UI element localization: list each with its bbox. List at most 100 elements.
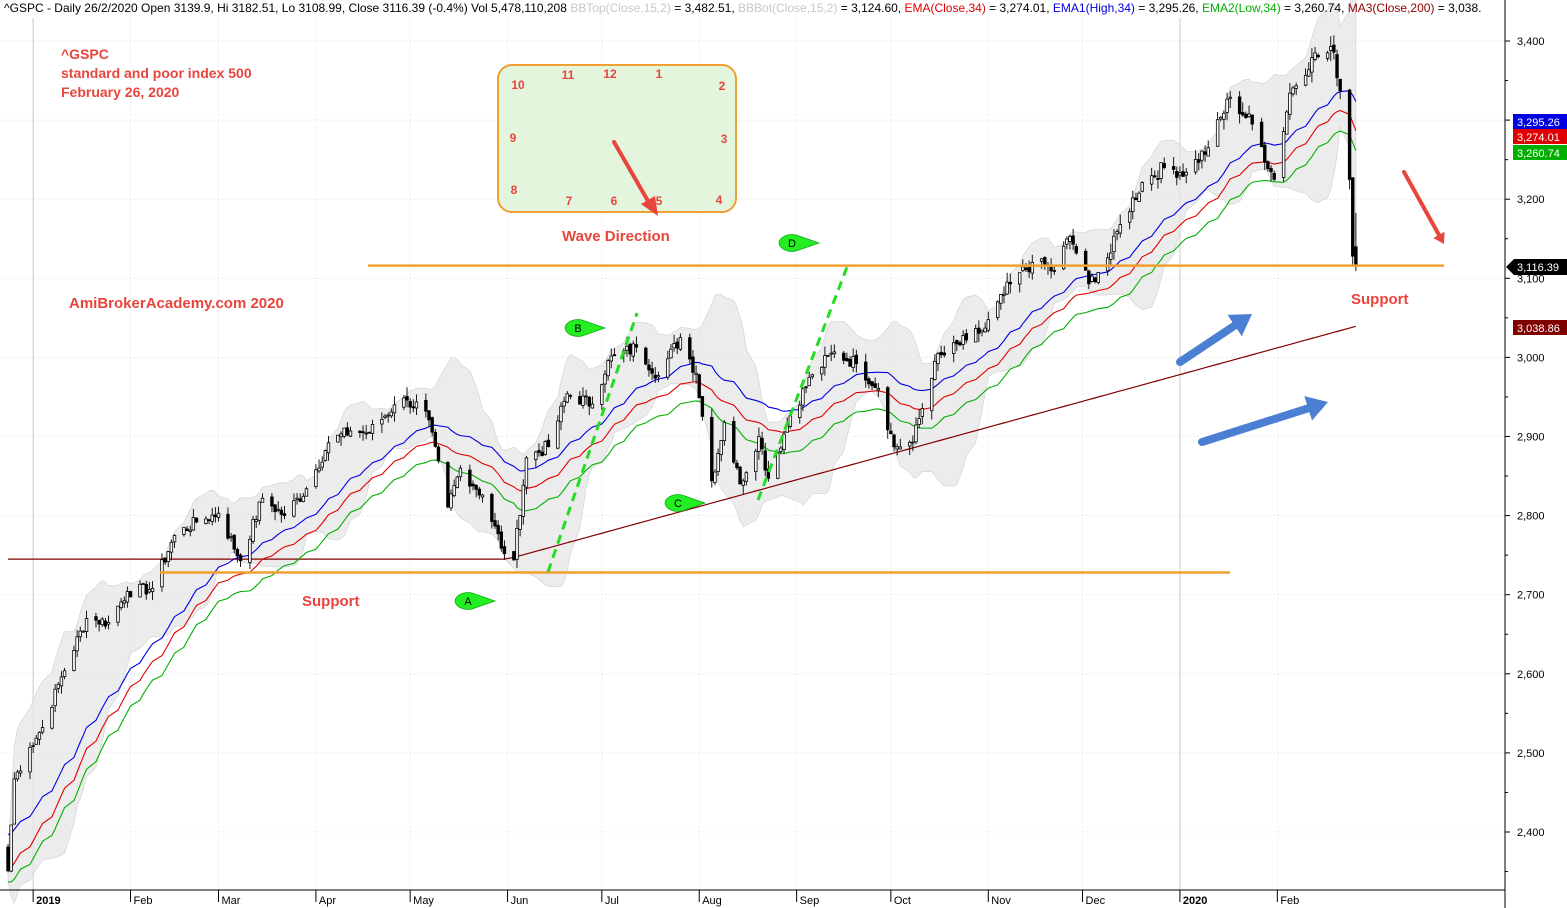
candle-body <box>1338 78 1342 92</box>
candle-body <box>700 396 705 417</box>
candle-body <box>84 618 89 633</box>
candle-body <box>6 846 10 872</box>
header-segment: = 3,124.60, <box>837 1 904 15</box>
candle-body <box>581 395 585 406</box>
candle-body <box>188 529 192 533</box>
candle-body <box>1109 252 1113 260</box>
candle-body <box>1005 281 1009 295</box>
candle-body <box>270 496 274 507</box>
candle-body <box>939 351 943 356</box>
candle-body <box>942 352 946 356</box>
candle-body <box>952 342 956 354</box>
y-tick-label: 3,100 <box>1517 273 1545 285</box>
candle-body <box>169 541 174 553</box>
candle-body <box>1288 92 1292 115</box>
candle-body <box>914 424 918 443</box>
candle-body <box>260 497 265 503</box>
candle-body <box>75 636 79 652</box>
candle-body <box>936 353 940 365</box>
candle-body <box>719 440 723 455</box>
wave-marker-a: A <box>454 592 497 610</box>
header-segment: EMA(Close,34) <box>904 1 985 15</box>
candle-body <box>521 484 525 517</box>
candle-body <box>342 427 346 437</box>
candle-body <box>141 583 145 585</box>
last-value-label: 3,038.86 <box>1513 320 1567 335</box>
candle-body <box>452 485 456 497</box>
candle-body <box>320 461 324 468</box>
candle-body <box>983 327 987 333</box>
header-legend: ^GSPC - Daily 26/2/2020 Open 3139.9, Hi … <box>4 1 1482 15</box>
candle-body <box>163 557 167 563</box>
candle-body <box>128 591 133 598</box>
candle-body <box>1140 182 1144 192</box>
candle-body <box>710 416 714 482</box>
header-segment: = 3,295.26, <box>1135 1 1202 15</box>
candle-body <box>1159 162 1163 179</box>
candle-body <box>807 376 811 387</box>
candle-body <box>408 401 412 408</box>
candle-body <box>207 519 211 522</box>
candle-body <box>414 401 419 409</box>
clock-number: 6 <box>611 194 618 208</box>
x-tick-label: Mar <box>222 895 241 907</box>
candle-body <box>1039 258 1044 262</box>
candlesticks <box>6 35 1358 873</box>
wave-trend-line <box>756 266 849 501</box>
candle-body <box>625 345 629 351</box>
candle-body <box>204 518 208 524</box>
candle-body <box>1137 192 1141 202</box>
candle-body <box>820 366 824 375</box>
candle-body <box>980 329 984 333</box>
x-tick-label: Dec <box>1086 895 1106 907</box>
candle-body <box>1228 96 1232 99</box>
candle-body <box>251 518 255 542</box>
candle-body <box>738 466 742 485</box>
candle-body <box>216 512 221 518</box>
candle-body <box>515 527 519 560</box>
candle-body <box>449 493 453 509</box>
clock-number: 1 <box>656 67 663 81</box>
candle-body <box>298 498 302 502</box>
wave-trend-line <box>546 312 639 573</box>
candle-body <box>1197 159 1201 163</box>
candle-body <box>911 441 915 444</box>
candle-body <box>546 439 551 448</box>
candle-body <box>908 441 912 447</box>
candle-body <box>304 488 309 497</box>
candle-body <box>556 420 560 449</box>
candle-body <box>226 513 230 539</box>
candle-body <box>1021 266 1025 272</box>
header-segment: MA3(Close,200) <box>1348 1 1435 15</box>
candle-body <box>248 539 252 563</box>
candle-body <box>116 605 120 623</box>
candle-body <box>1281 131 1286 178</box>
y-tick-label: 3,000 <box>1517 352 1545 364</box>
candle-body <box>257 501 262 521</box>
candle-body <box>361 431 365 434</box>
candle-body <box>1206 147 1210 157</box>
candle-body <box>106 621 111 625</box>
candle-body <box>889 430 893 435</box>
header-segment: ^GSPC - Daily 26/2/2020 Open 3139.9, Hi … <box>4 1 570 15</box>
y-tick-label: 3,400 <box>1517 36 1545 48</box>
candle-body <box>496 524 500 535</box>
candle-body <box>430 417 434 433</box>
candle-body <box>1030 262 1034 274</box>
candle-body <box>1215 119 1220 147</box>
candle-body <box>1241 112 1245 116</box>
clock-number: 7 <box>566 194 573 208</box>
candle-body <box>656 375 661 378</box>
clock-number: 9 <box>510 131 517 145</box>
wave-marker-shape <box>778 234 821 252</box>
candle-body <box>477 488 481 496</box>
candle-body <box>50 707 54 729</box>
candle-body <box>402 397 406 408</box>
candle-body <box>282 513 287 517</box>
candle-body <box>776 452 780 479</box>
candle-body <box>631 343 635 357</box>
ema-low-line <box>7 130 1357 883</box>
last-value-tag <box>1513 320 1567 335</box>
candle-body <box>826 354 830 357</box>
